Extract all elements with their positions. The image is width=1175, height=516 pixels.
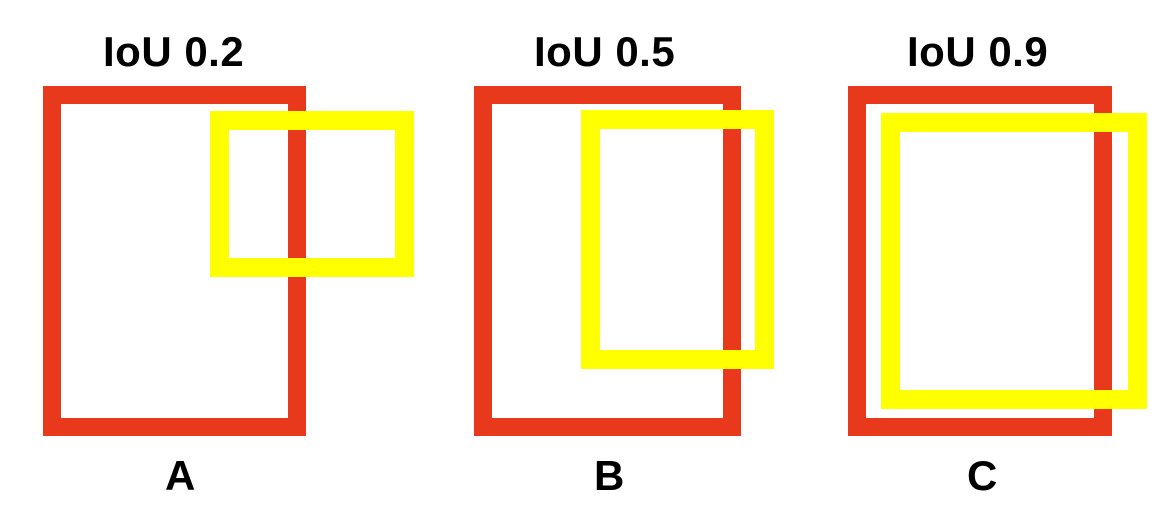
panel-b-red-box — [474, 86, 741, 436]
panel-b-title: IoU 0.5 — [534, 28, 676, 75]
panel-c: IoU 0.9 C — [810, 0, 1175, 516]
panel-c-red-box — [848, 86, 1112, 436]
panel-c-title: IoU 0.9 — [907, 28, 1049, 75]
panel-a: IoU 0.2 A — [0, 0, 430, 516]
panel-b-yellow-box — [581, 110, 774, 369]
panel-c-yellow-box — [881, 113, 1147, 409]
panel-c-label: C — [967, 452, 998, 499]
panel-a-title: IoU 0.2 — [103, 28, 245, 75]
panel-a-red-box — [43, 86, 306, 436]
panel-b: IoU 0.5 B — [430, 0, 810, 516]
panel-a-label: A — [165, 452, 196, 499]
panel-b-label: B — [594, 452, 625, 499]
panel-a-yellow-box — [210, 111, 414, 277]
